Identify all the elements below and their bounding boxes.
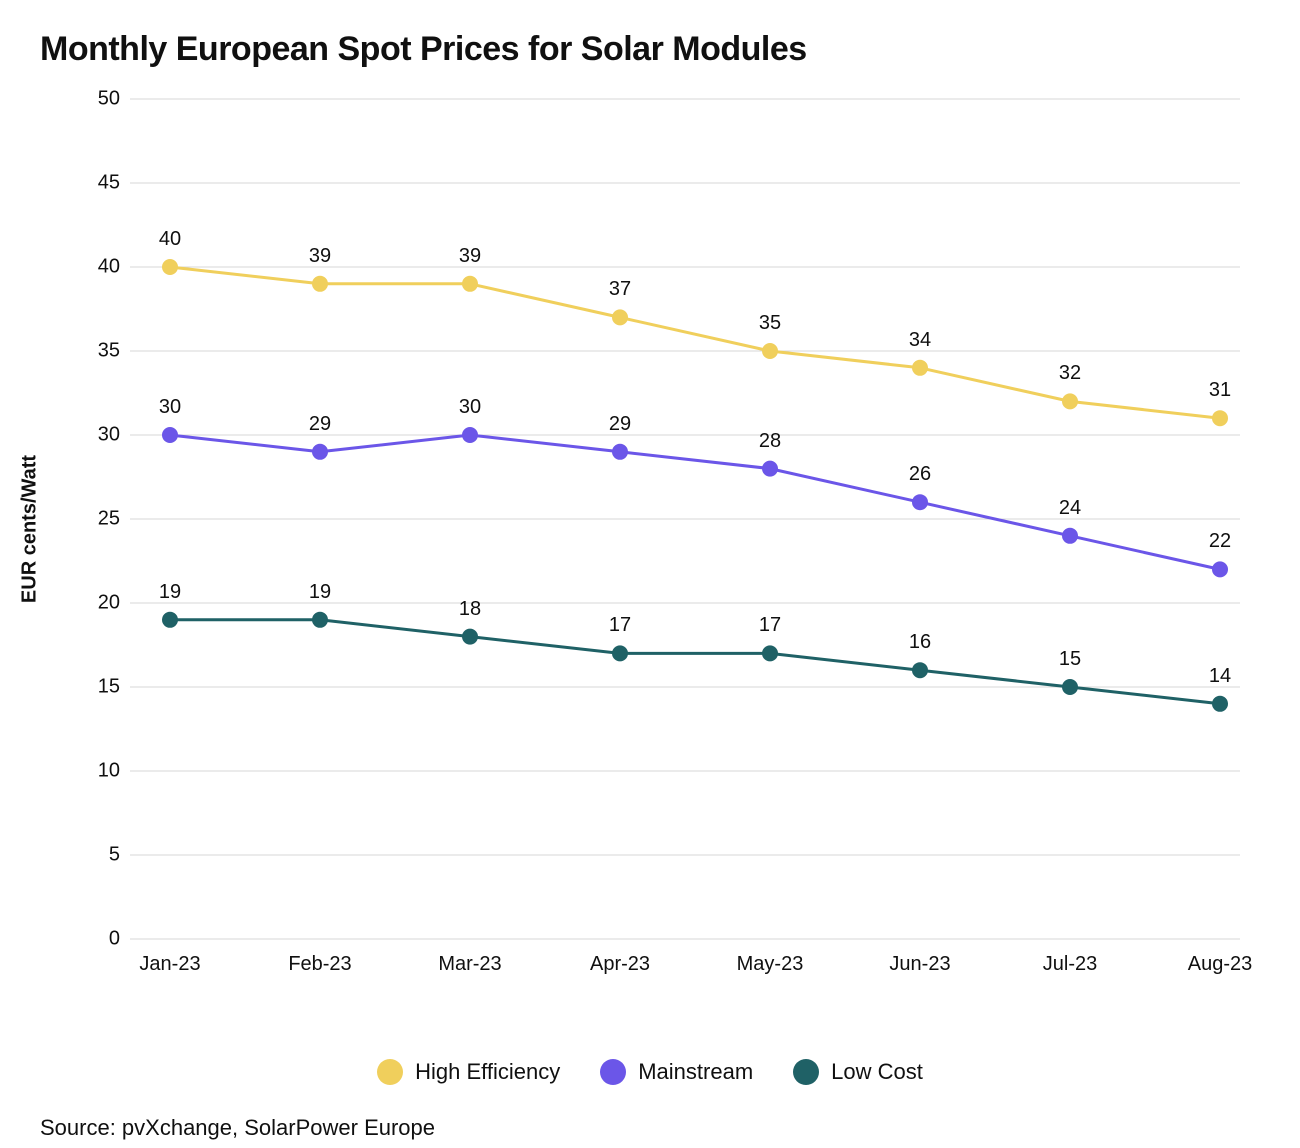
data-point-label: 37	[609, 278, 631, 301]
x-tick-label: Feb-23	[288, 953, 351, 976]
x-tick-label: Jul-23	[1043, 953, 1097, 976]
y-tick-label: 25	[98, 508, 120, 531]
y-tick-label: 20	[98, 592, 120, 615]
x-tick-label: Apr-23	[590, 953, 650, 976]
x-tick-label: May-23	[737, 953, 804, 976]
y-tick-label: 35	[98, 340, 120, 363]
page-root: Monthly European Spot Prices for Solar M…	[0, 0, 1300, 1148]
data-point-label: 24	[1059, 497, 1081, 520]
data-point-label: 39	[309, 245, 331, 268]
chart-title: Monthly European Spot Prices for Solar M…	[40, 30, 1260, 69]
data-point-label: 16	[909, 631, 931, 654]
data-point-label: 29	[609, 413, 631, 436]
chart-wrap: EUR cents/Watt 05101520253035404550Jan-2…	[40, 79, 1260, 979]
data-point-label: 18	[459, 598, 481, 621]
legend-swatch	[600, 1059, 626, 1085]
data-point-label: 19	[309, 581, 331, 604]
y-tick-label: 5	[109, 844, 120, 867]
legend-label: High Efficiency	[415, 1059, 560, 1085]
y-axis-label: EUR cents/Watt	[19, 455, 42, 603]
data-point-label: 26	[909, 463, 931, 486]
data-point-label: 15	[1059, 648, 1081, 671]
legend-label: Mainstream	[638, 1059, 753, 1085]
x-tick-label: Jan-23	[139, 953, 200, 976]
data-point-label: 29	[309, 413, 331, 436]
y-tick-label: 50	[98, 88, 120, 111]
source-line: Source: pvXchange, SolarPower Europe	[40, 1115, 1260, 1141]
legend-item: Low Cost	[793, 1059, 923, 1085]
data-point-label: 30	[459, 396, 481, 419]
legend: High Efficiency Mainstream Low Cost	[40, 1059, 1260, 1085]
y-tick-label: 45	[98, 172, 120, 195]
y-tick-label: 40	[98, 256, 120, 279]
data-point-label: 31	[1209, 379, 1231, 402]
data-point-label: 35	[759, 312, 781, 335]
plot-area: 05101520253035404550Jan-23Feb-23Mar-23Ap…	[130, 99, 1240, 939]
legend-label: Low Cost	[831, 1059, 923, 1085]
legend-item: Mainstream	[600, 1059, 753, 1085]
data-point-label: 28	[759, 430, 781, 453]
data-point-label: 32	[1059, 362, 1081, 385]
y-tick-label: 0	[109, 928, 120, 951]
data-point-label: 34	[909, 329, 931, 352]
y-tick-label: 10	[98, 760, 120, 783]
data-point-label: 40	[159, 228, 181, 251]
y-tick-label: 15	[98, 676, 120, 699]
x-tick-label: Aug-23	[1188, 953, 1253, 976]
data-point-label: 14	[1209, 665, 1231, 688]
data-point-label: 17	[609, 614, 631, 637]
data-point-label: 19	[159, 581, 181, 604]
legend-swatch	[793, 1059, 819, 1085]
y-tick-label: 30	[98, 424, 120, 447]
legend-item: High Efficiency	[377, 1059, 560, 1085]
data-point-label: 39	[459, 245, 481, 268]
x-tick-label: Mar-23	[438, 953, 501, 976]
data-point-label: 30	[159, 396, 181, 419]
legend-swatch	[377, 1059, 403, 1085]
data-point-label: 17	[759, 614, 781, 637]
x-tick-label: Jun-23	[889, 953, 950, 976]
data-point-label: 22	[1209, 530, 1231, 553]
